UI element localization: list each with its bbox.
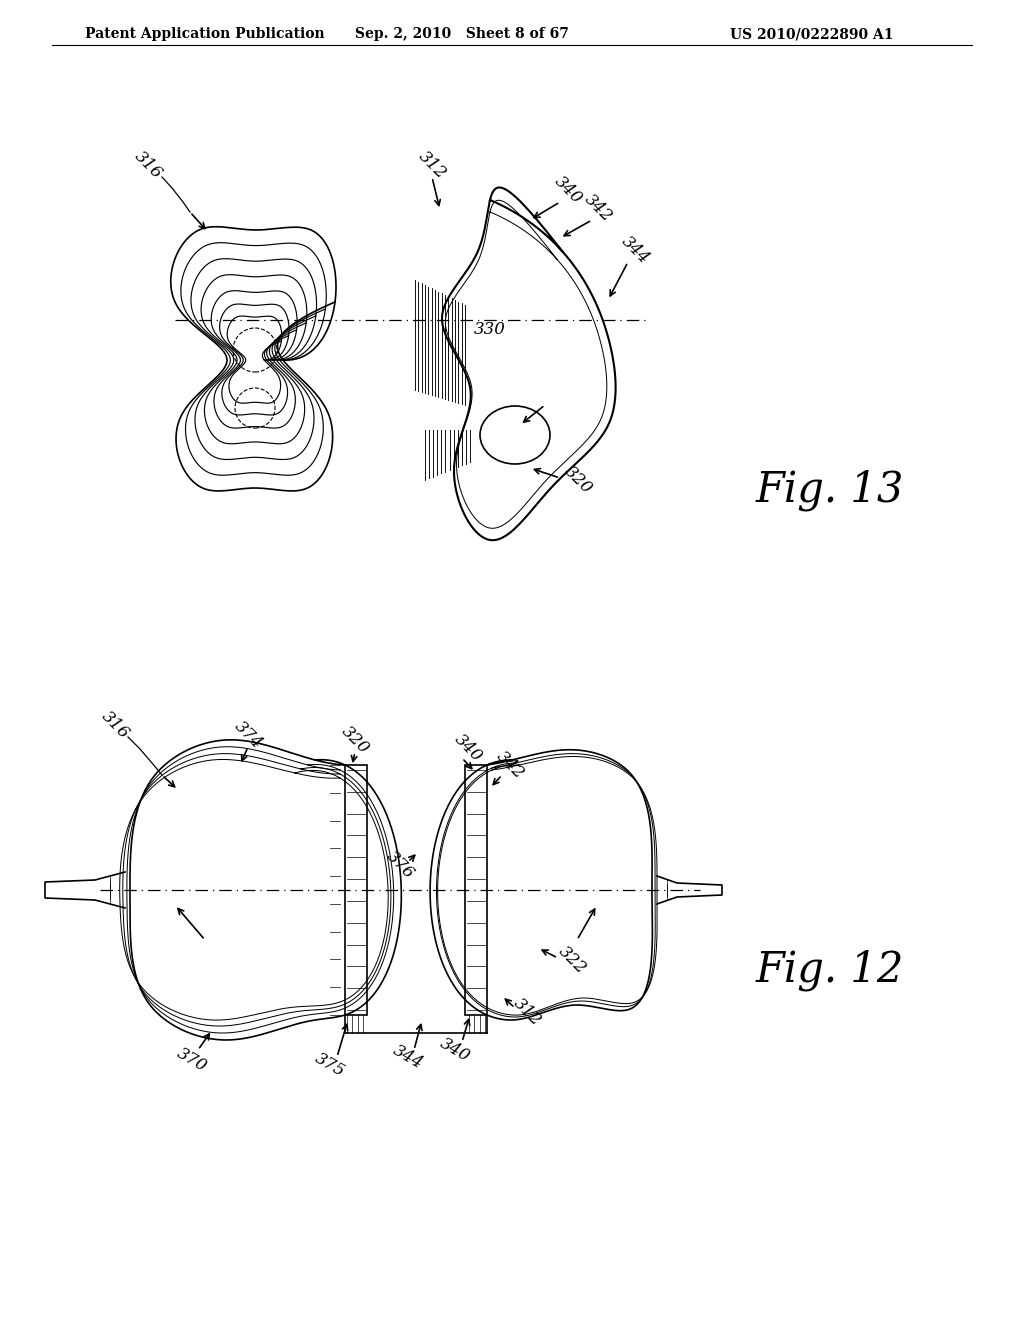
Text: Fig. 13: Fig. 13: [756, 469, 904, 511]
Text: 320: 320: [561, 463, 595, 498]
Text: 320: 320: [338, 723, 373, 758]
Text: 374: 374: [230, 718, 265, 752]
Text: 340: 340: [451, 731, 485, 766]
Text: 344: 344: [390, 1041, 426, 1072]
Text: 312: 312: [415, 148, 450, 182]
Text: 375: 375: [312, 1049, 348, 1080]
Text: 316: 316: [97, 708, 132, 742]
Text: 322: 322: [555, 942, 589, 977]
Text: 344: 344: [617, 232, 652, 267]
Text: US 2010/0222890 A1: US 2010/0222890 A1: [730, 26, 894, 41]
Text: 340: 340: [551, 173, 586, 207]
Text: Patent Application Publication: Patent Application Publication: [85, 26, 325, 41]
Text: 342: 342: [581, 190, 615, 226]
Text: 316: 316: [131, 148, 165, 182]
Text: 330: 330: [474, 322, 506, 338]
Text: 340: 340: [437, 1035, 473, 1065]
Text: 312: 312: [510, 995, 545, 1030]
Text: Sep. 2, 2010   Sheet 8 of 67: Sep. 2, 2010 Sheet 8 of 67: [355, 26, 569, 41]
Text: 370: 370: [174, 1044, 210, 1076]
Text: 376: 376: [383, 847, 417, 882]
Text: 342: 342: [493, 747, 527, 783]
Bar: [465, 766, 487, 1015]
Text: Fig. 12: Fig. 12: [756, 949, 904, 991]
Bar: [345, 766, 367, 1015]
